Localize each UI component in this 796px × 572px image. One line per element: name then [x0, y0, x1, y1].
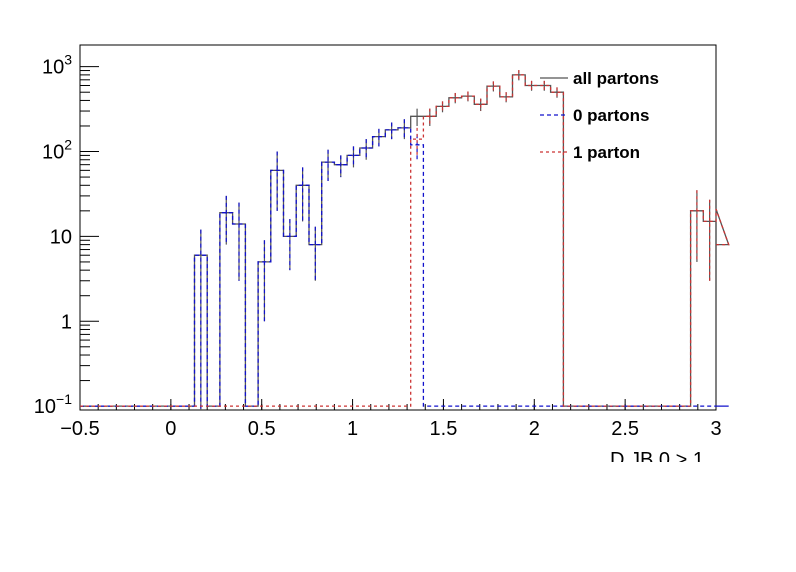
- x-tick-label: 3: [710, 418, 721, 440]
- x-tick-label: 1: [347, 418, 358, 440]
- y-tick-exponent: 2: [64, 137, 72, 153]
- x-tick-label: 0: [165, 418, 176, 440]
- series-step-line: [80, 127, 729, 407]
- x-axis-title: D JB 0 > 1: [610, 449, 704, 471]
- x-tick-label: 1.5: [430, 418, 458, 440]
- y-tick-base: 10: [34, 396, 56, 418]
- series-group: [80, 70, 730, 410]
- y-tick-label: 103: [42, 52, 72, 79]
- y-tick-label: 1: [61, 311, 72, 333]
- x-axis-title-group: D JB 0 > 1: [610, 449, 704, 471]
- x-tick-label: −0.5: [60, 418, 99, 440]
- legend-label: all partons: [573, 69, 659, 88]
- y-tick-base: 1: [61, 311, 72, 333]
- legend: all partons 0 partons 1 parton: [540, 69, 659, 162]
- y-tick-exponent: 3: [64, 52, 72, 68]
- legend-label: 1 parton: [573, 143, 640, 162]
- y-tick-exponent: −1: [56, 391, 72, 407]
- y-tick-base: 10: [50, 226, 72, 248]
- x-tick-label: 2: [529, 418, 540, 440]
- y-tick-label: 10: [50, 226, 72, 248]
- x-tick-label: 0.5: [248, 418, 276, 440]
- y-tick-base: 10: [42, 142, 64, 164]
- y-tick-label: 102: [42, 137, 72, 164]
- y-tick-base: 10: [42, 57, 64, 79]
- y-tick-label: 10−1: [34, 391, 72, 418]
- plot-frame: [79, 44, 717, 411]
- x-tick-label: 2.5: [611, 418, 639, 440]
- legend-label: 0 partons: [573, 106, 650, 125]
